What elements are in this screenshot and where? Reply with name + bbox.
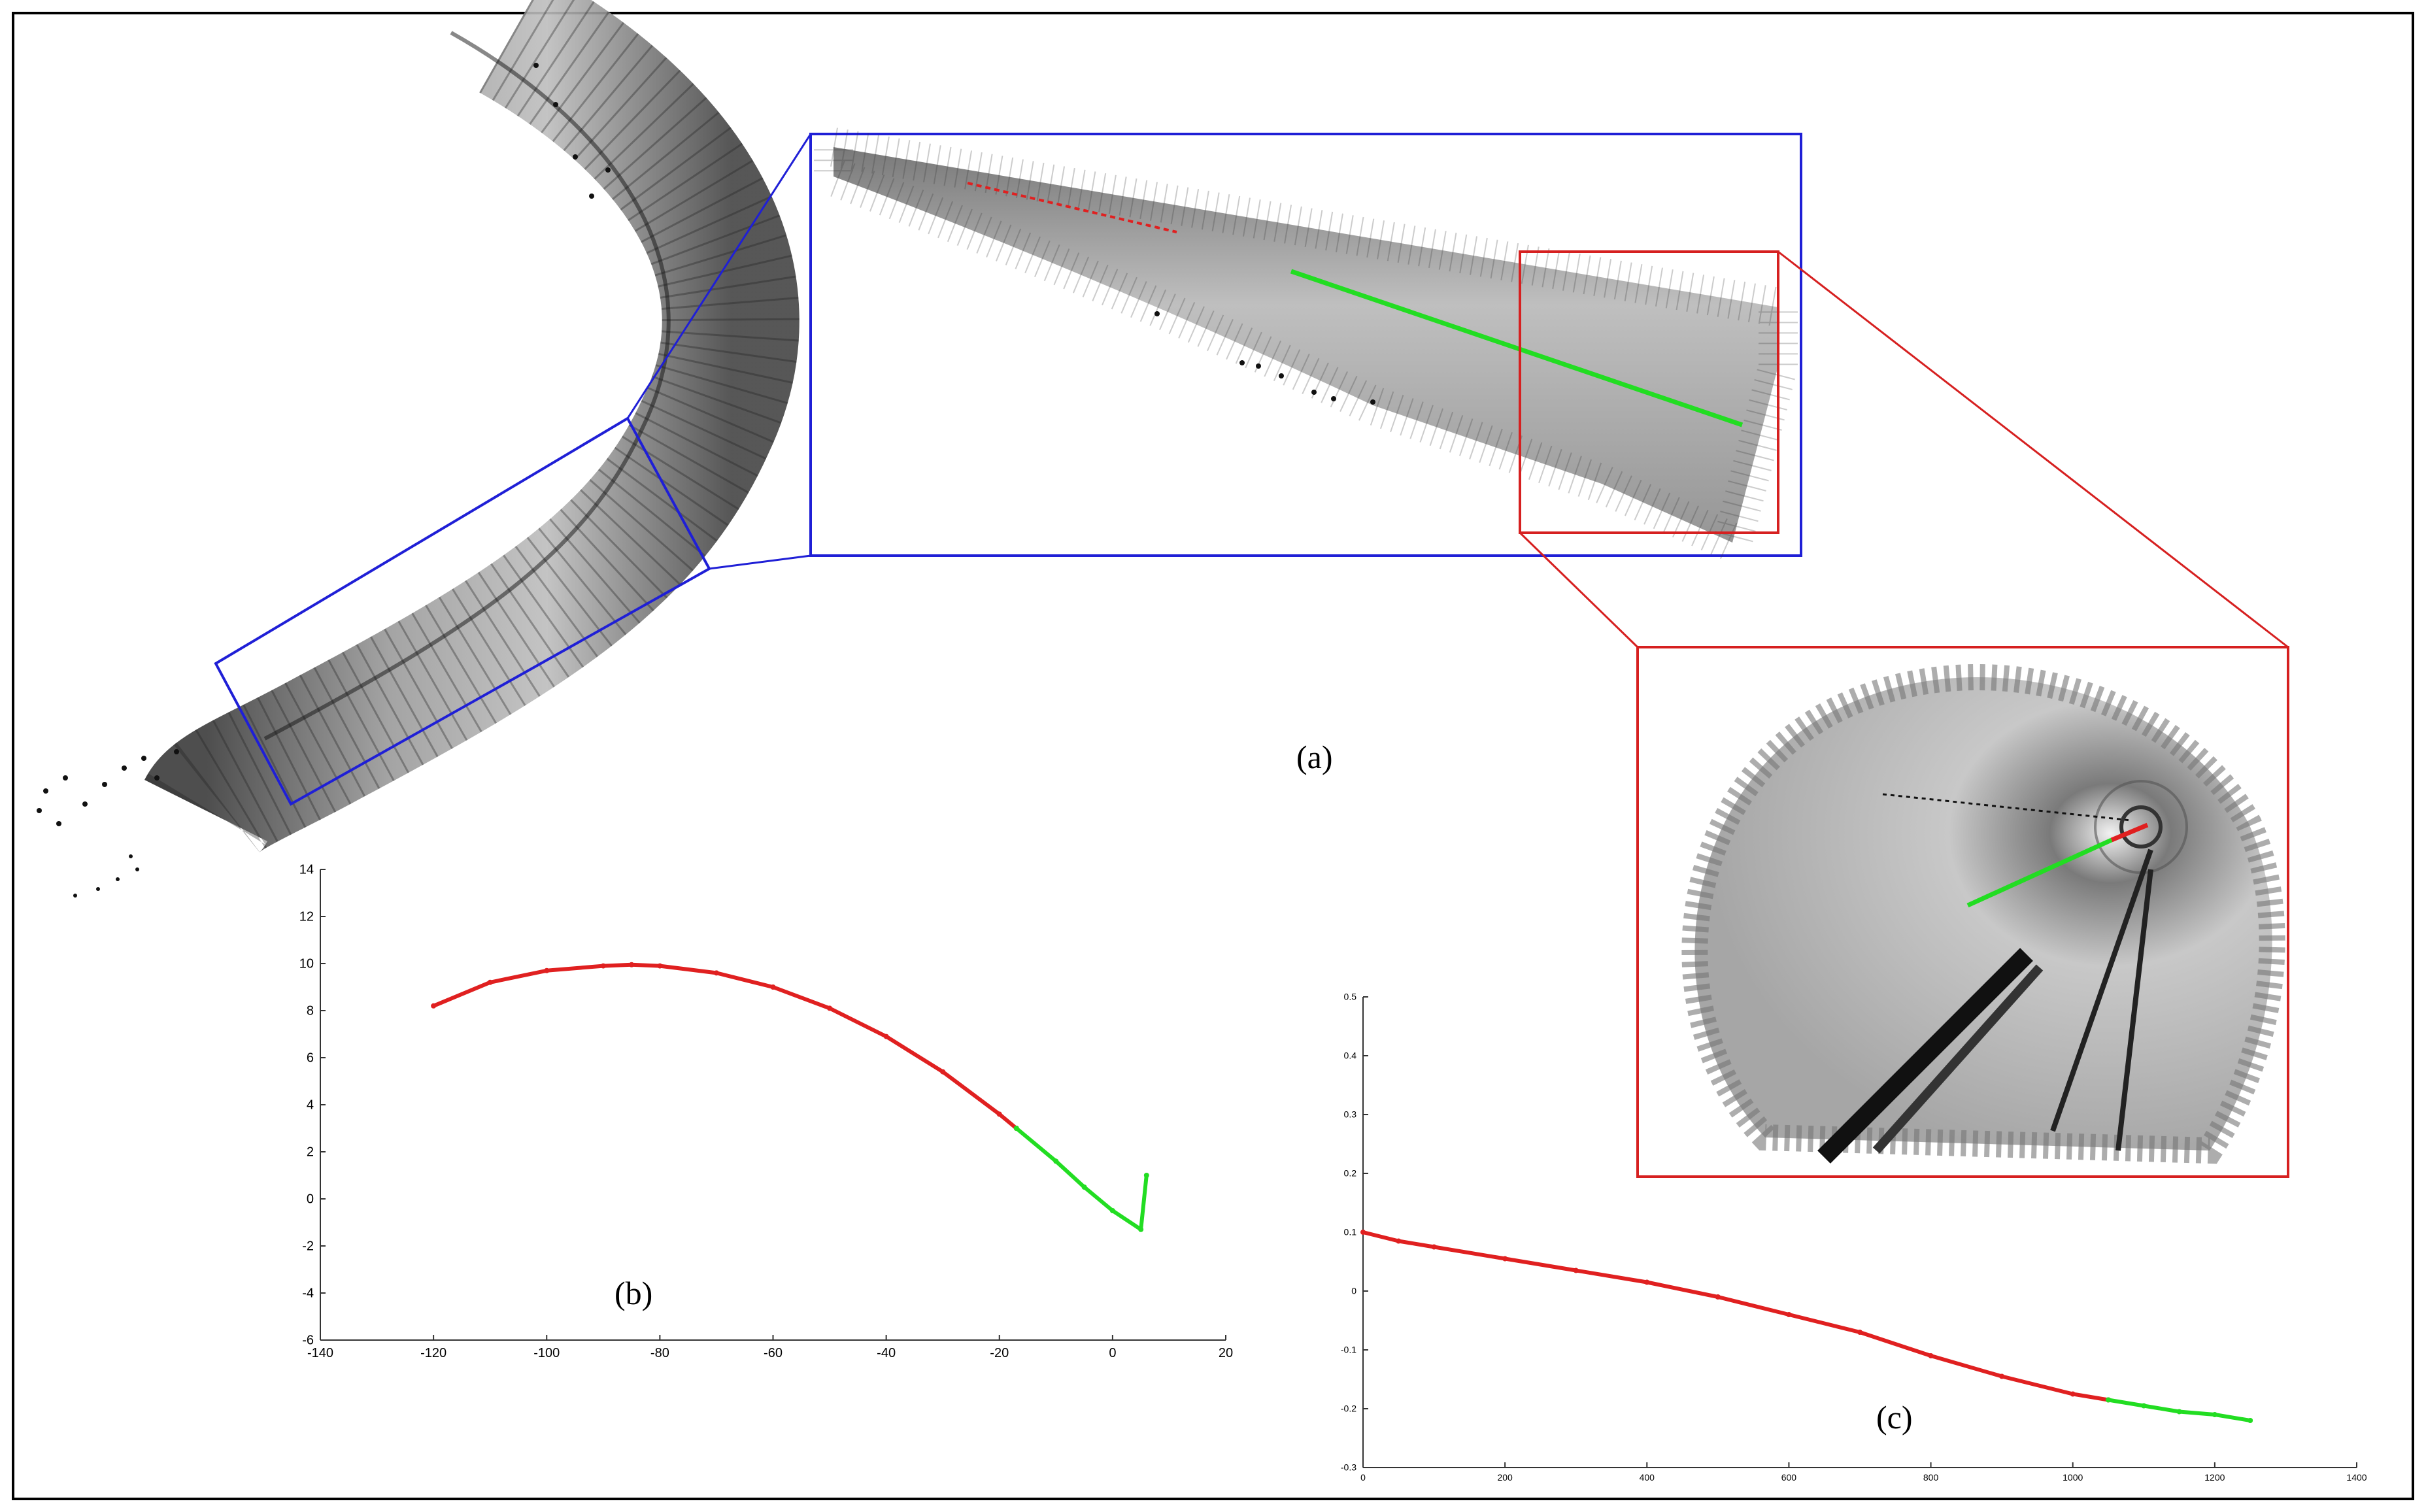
chart-c: 0 200 400 600 800 1000 1200 1400 0.5 0.4 0.3 0.2 0.… xyxy=(1341,992,2367,1483)
chart-c-point-red xyxy=(1857,1330,1862,1335)
chart-b-series-red xyxy=(432,962,1018,1130)
chart-c-x-tick-label: 400 xyxy=(1640,1472,1655,1483)
chart-b-y-tick-label: 4 xyxy=(307,1098,314,1113)
chart-b-point-green xyxy=(1053,1158,1059,1164)
chart-b-x-tick-label: -60 xyxy=(764,1346,783,1360)
chart-b-point-red xyxy=(770,984,776,990)
chart-c-y-tick-label: 0.2 xyxy=(1344,1168,1357,1179)
chart-c-y-tick-label: 0 xyxy=(1351,1286,1356,1296)
chart-b-point-red xyxy=(883,1033,889,1039)
chart-b-y-tick-label: 10 xyxy=(299,957,314,971)
chart-c-y-tick-label: -0.3 xyxy=(1341,1462,1356,1473)
chart-b-y-tick-label: 12 xyxy=(299,910,314,924)
chart-c-point-red xyxy=(1999,1373,2005,1379)
chart-c-point-green xyxy=(2106,1397,2111,1403)
tunnel-section-zoomed xyxy=(814,124,1798,570)
chart-c-point-red xyxy=(1573,1268,1579,1273)
chart-b-x-tick-label: 20 xyxy=(1219,1346,1233,1360)
chart-b-y-tick-label: -4 xyxy=(302,1286,314,1301)
chart-b: -140 -120 -100 -80 -60 -40 -20 0 20 14121086420-… xyxy=(299,863,1233,1360)
panel-label-c: (c) xyxy=(1876,1399,1913,1436)
chart-c-point-green xyxy=(2176,1409,2182,1415)
chart-b-point-green xyxy=(1081,1184,1087,1190)
chart-c-x-tick-label: 1200 xyxy=(2204,1472,2225,1483)
chart-c-y-tick-label: -0.2 xyxy=(1341,1403,1356,1414)
chart-c-point-red xyxy=(1786,1312,1792,1317)
chart-c-x-tick-label: 1000 xyxy=(2063,1472,2083,1483)
chart-b-y-tick-label: 6 xyxy=(307,1051,314,1066)
chart-b-point-green xyxy=(1109,1208,1115,1213)
chart-b-point-red xyxy=(629,962,635,967)
chart-c-point-red xyxy=(1928,1353,1934,1358)
chart-c-x-tick-label: 0 xyxy=(1360,1472,1366,1483)
chart-b-x-tick-label: -40 xyxy=(877,1346,896,1360)
panel-label-a: (a) xyxy=(1296,739,1333,775)
zoom-box-red-source xyxy=(1519,250,1779,534)
chart-b-point-red xyxy=(996,1111,1002,1117)
chart-b-series-green xyxy=(1015,1126,1149,1232)
chart-b-point-red xyxy=(487,979,493,985)
chart-b-x-tick-label: 0 xyxy=(1109,1346,1116,1360)
chart-b-x-tick-label: -120 xyxy=(420,1346,446,1360)
chart-b-point-red xyxy=(827,1005,833,1011)
chart-c-point-green xyxy=(2248,1418,2253,1423)
chart-c-point-red xyxy=(1431,1244,1437,1250)
chart-c-y-tick-label: 0.3 xyxy=(1344,1109,1357,1120)
chart-b-x-tick-label: -80 xyxy=(650,1346,669,1360)
zoom-panel-red xyxy=(1636,646,2289,1178)
tunnel-point-cloud xyxy=(37,0,800,898)
chart-c-point-red xyxy=(2070,1391,2076,1397)
chart-c-x-tick-label: 1400 xyxy=(2346,1472,2367,1483)
chart-b-point-red xyxy=(713,970,719,976)
chart-b-y-tick-label: -2 xyxy=(302,1239,314,1254)
chart-c-y-tick-label: 0.5 xyxy=(1344,992,1357,1002)
chart-b-y-tick-label: 2 xyxy=(307,1145,314,1160)
chart-b-point-green xyxy=(1143,1173,1149,1178)
chart-b-y-tick-label: 8 xyxy=(307,1004,314,1018)
figure-border xyxy=(12,12,2414,1500)
chart-c-x-tick-label: 800 xyxy=(1923,1472,1939,1483)
chart-b-point-red xyxy=(544,967,550,973)
chart-b-y-tick-label: 0 xyxy=(307,1192,314,1207)
chart-c-point-green xyxy=(2212,1412,2217,1417)
chart-c-point-green xyxy=(2141,1403,2147,1409)
chart-b-point-red xyxy=(940,1069,946,1075)
panel-label-b: (b) xyxy=(615,1275,652,1311)
chart-c-series-red xyxy=(1362,1230,2109,1402)
chart-b-x-tick-label: -100 xyxy=(533,1346,560,1360)
chart-c-point-red xyxy=(1502,1256,1508,1262)
chart-b-point-red xyxy=(431,1003,437,1009)
chart-c-point-red xyxy=(1360,1230,1366,1235)
chart-b-x-tick-label: -20 xyxy=(990,1346,1009,1360)
chart-b-point-red xyxy=(600,963,606,969)
zoom-panel-blue xyxy=(809,133,1802,557)
zoom-connector-red-bottom xyxy=(1519,531,1639,648)
chart-b-y-tick-label: -6 xyxy=(302,1334,314,1348)
chart-b-point-green xyxy=(1138,1226,1144,1232)
tunnel-front-view xyxy=(1681,664,2285,1164)
zoom-connector-blue-top xyxy=(626,133,812,419)
chart-c-x-tick-label: 600 xyxy=(1781,1472,1797,1483)
chart-b-y-tick-label: 14 xyxy=(299,863,314,877)
chart-b-point-green xyxy=(1013,1126,1019,1131)
chart-b-x-tick-label: -140 xyxy=(307,1346,333,1360)
chart-b-point-red xyxy=(657,963,663,969)
zoom-connector-blue-bottom xyxy=(709,554,811,570)
chart-c-point-red xyxy=(1715,1294,1721,1300)
chart-c-point-red xyxy=(1396,1238,1402,1244)
chart-c-point-red xyxy=(1644,1279,1650,1285)
chart-c-x-tick-label: 200 xyxy=(1497,1472,1513,1483)
zoom-connector-red-top xyxy=(1777,250,2289,648)
chart-c-y-tick-label: 0.4 xyxy=(1344,1050,1357,1061)
chart-c-y-tick-label: 0.1 xyxy=(1344,1227,1357,1237)
chart-c-y-tick-label: -0.1 xyxy=(1341,1345,1356,1355)
